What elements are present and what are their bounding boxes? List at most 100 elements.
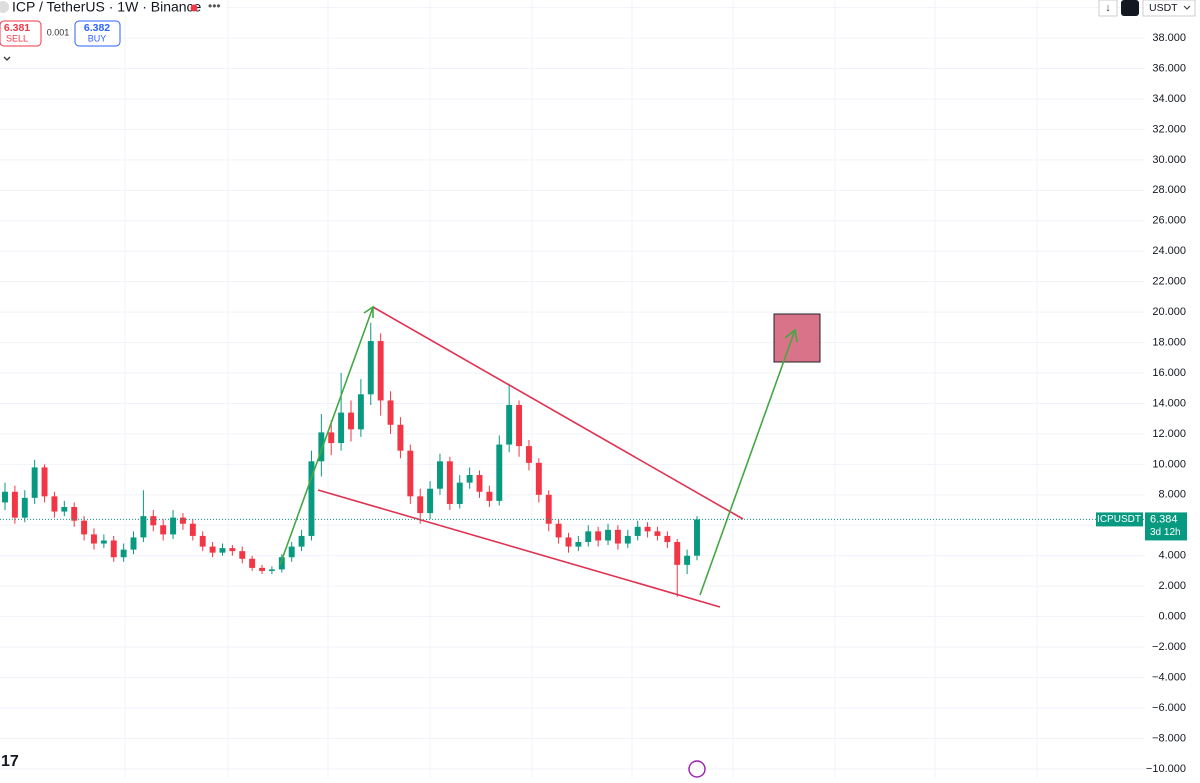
y-tick-label: 26.000 xyxy=(1152,215,1186,227)
candle-body xyxy=(664,535,671,543)
candle-body xyxy=(387,400,394,425)
y-tick-label: 14.000 xyxy=(1152,397,1186,409)
logo: 17 xyxy=(1,753,19,770)
flag xyxy=(190,4,198,12)
candle-body xyxy=(229,548,236,552)
candle-body xyxy=(694,519,700,556)
header-bg xyxy=(0,0,226,16)
buy-label: BUY xyxy=(88,33,107,43)
candles xyxy=(2,322,700,597)
candle-body xyxy=(130,537,137,550)
last-price-label: ICPUSDT 6.384 3d 12h xyxy=(1096,512,1187,541)
candle-body xyxy=(634,526,641,536)
candle-body xyxy=(298,535,305,547)
candle-body xyxy=(288,546,295,558)
y-tick-label: −2.000 xyxy=(1152,641,1186,653)
candle-body xyxy=(51,496,58,512)
horizontal-grid xyxy=(0,7,1145,770)
candle-body xyxy=(644,526,651,532)
sell-button[interactable] xyxy=(0,20,42,47)
y-tick-label: 12.000 xyxy=(1152,428,1186,440)
candle-body xyxy=(100,540,107,544)
y-tick-label: 38.000 xyxy=(1152,32,1186,44)
candle-body xyxy=(150,516,157,526)
countdown: 3d 12h xyxy=(1150,527,1181,538)
price-axis xyxy=(1145,0,1200,778)
sell-price: 6.381 xyxy=(4,22,30,34)
y-tick-label: 36.000 xyxy=(1152,62,1186,74)
arrow-head-2 xyxy=(784,328,798,343)
symbol-box xyxy=(1096,512,1143,527)
y-tick-label: 4.000 xyxy=(1158,550,1186,562)
candle-body xyxy=(318,432,325,462)
candle-body xyxy=(189,523,196,536)
candle-body xyxy=(506,404,513,445)
y-tick-label: 2.000 xyxy=(1158,580,1186,592)
y-tick-label: −6.000 xyxy=(1152,702,1186,714)
candle-body xyxy=(249,558,256,568)
currency: USDT xyxy=(1149,2,1178,14)
candle-body xyxy=(684,555,691,565)
candle-body xyxy=(328,432,335,444)
candle-body xyxy=(170,517,177,535)
candle-body xyxy=(407,450,414,497)
arrow-head-1 xyxy=(363,305,374,318)
buy-button[interactable] xyxy=(74,20,121,47)
candle-body xyxy=(486,491,493,501)
sell-label: SELL xyxy=(6,33,28,43)
y-tick-label: −4.000 xyxy=(1152,671,1186,683)
candle-body xyxy=(179,517,186,524)
candle-body xyxy=(545,494,552,524)
y-tick-label: −8.000 xyxy=(1152,732,1186,744)
lightning-icon[interactable] xyxy=(688,760,706,778)
candle-body xyxy=(278,557,285,570)
candle-body xyxy=(367,341,374,395)
trend-line-lower xyxy=(317,489,721,608)
y-tick-label: 24.000 xyxy=(1152,245,1186,257)
arrow-up-2 xyxy=(699,329,796,596)
candle-body xyxy=(209,546,216,553)
candle-body xyxy=(140,516,147,538)
candle-body xyxy=(239,551,246,559)
currency-caret xyxy=(1183,5,1191,10)
y-tick-label: 10.000 xyxy=(1152,458,1186,470)
candle-body xyxy=(456,482,463,504)
candle-body xyxy=(605,529,611,541)
candle-body xyxy=(624,535,631,544)
price-box xyxy=(1145,512,1187,541)
candle-body xyxy=(397,424,404,451)
candle-body xyxy=(674,542,681,565)
down-button[interactable] xyxy=(1098,0,1118,17)
candle-body xyxy=(338,412,345,444)
candle-body xyxy=(199,535,206,547)
spread: 0.001 xyxy=(47,27,70,37)
candle-body xyxy=(160,525,167,535)
candle-body xyxy=(41,467,48,497)
candle-body xyxy=(535,462,542,495)
candle-body xyxy=(516,404,523,447)
arrow-up-1 xyxy=(279,306,374,566)
candle-body xyxy=(377,341,384,401)
auto-button[interactable] xyxy=(1121,0,1139,16)
buy-price: 6.382 xyxy=(84,22,110,34)
y-tick-label: 0.000 xyxy=(1158,611,1186,623)
candle-body xyxy=(437,461,443,489)
candle-body xyxy=(466,475,473,483)
candle-body xyxy=(21,497,28,518)
candle-body xyxy=(614,529,621,544)
symbol-label: ICPUSDT xyxy=(1097,514,1141,525)
y-tick-label: 20.000 xyxy=(1152,306,1186,318)
currency-button[interactable] xyxy=(1142,0,1196,17)
candle-body xyxy=(61,506,68,512)
trend-line-upper xyxy=(372,306,744,520)
candle-body xyxy=(555,523,562,538)
y-tick-label: 30.000 xyxy=(1152,154,1186,166)
candle-body xyxy=(268,569,275,571)
candle-body xyxy=(81,520,88,535)
more[interactable]: ••• xyxy=(208,0,221,13)
candle-body xyxy=(71,506,78,521)
collapse-icon[interactable] xyxy=(3,56,11,61)
y-tick-label: 22.000 xyxy=(1152,276,1186,288)
